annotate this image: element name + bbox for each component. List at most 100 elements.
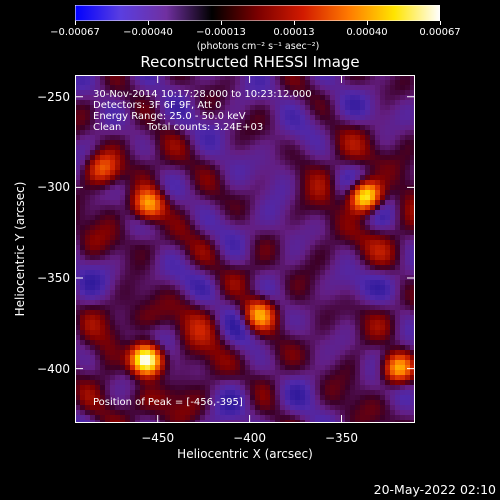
- heatmap-cell: [175, 270, 180, 275]
- heatmap-cell: [320, 260, 325, 265]
- heatmap-cell: [210, 270, 215, 275]
- heatmap-cell: [340, 145, 345, 150]
- heatmap-cell: [295, 195, 300, 200]
- heatmap-cell: [365, 230, 370, 235]
- heatmap-cell: [75, 105, 80, 110]
- heatmap-cell: [215, 80, 220, 85]
- heatmap-cell: [375, 355, 380, 360]
- heatmap-cell: [110, 80, 115, 85]
- heatmap-cell: [200, 160, 205, 165]
- heatmap-cell: [265, 145, 270, 150]
- heatmap-cell: [240, 335, 245, 340]
- heatmap-cell: [145, 305, 150, 310]
- heatmap-cell: [345, 80, 350, 85]
- heatmap-cell: [285, 405, 290, 410]
- heatmap-cell: [315, 190, 320, 195]
- heatmap-cell: [305, 215, 310, 220]
- heatmap-cell: [180, 370, 185, 375]
- heatmap-cell: [330, 250, 335, 255]
- heatmap-cell: [295, 275, 300, 280]
- heatmap-cell: [180, 355, 185, 360]
- heatmap-cell: [100, 265, 105, 270]
- heatmap-cell: [370, 95, 375, 100]
- heatmap-cell: [385, 350, 390, 355]
- heatmap-cell: [285, 270, 290, 275]
- heatmap-cell: [350, 240, 355, 245]
- heatmap-cell: [240, 245, 245, 250]
- heatmap-cell: [180, 365, 185, 370]
- heatmap-cell: [155, 255, 160, 260]
- heatmap-cell: [300, 415, 305, 420]
- heatmap-cell: [220, 190, 225, 195]
- heatmap-cell: [410, 155, 415, 160]
- heatmap-cell: [350, 185, 355, 190]
- heatmap-cell: [115, 335, 120, 340]
- heatmap-cell: [155, 295, 160, 300]
- heatmap-cell: [155, 120, 160, 125]
- heatmap-cell: [75, 85, 80, 90]
- heatmap-cell: [230, 360, 235, 365]
- heatmap-cell: [270, 155, 275, 160]
- heatmap-cell: [200, 210, 205, 215]
- heatmap-cell: [110, 275, 115, 280]
- heatmap-cell: [100, 375, 105, 380]
- heatmap-cell: [175, 85, 180, 90]
- heatmap-cell: [160, 375, 165, 380]
- heatmap-cell: [225, 210, 230, 215]
- heatmap-cell: [205, 300, 210, 305]
- heatmap-cell: [230, 410, 235, 415]
- heatmap-cell: [360, 375, 365, 380]
- heatmap-cell: [245, 120, 250, 125]
- heatmap-cell: [335, 220, 340, 225]
- heatmap-cell: [395, 380, 400, 385]
- heatmap-cell: [135, 265, 140, 270]
- heatmap-cell: [225, 205, 230, 210]
- heatmap-cell: [160, 145, 165, 150]
- heatmap-cell: [135, 150, 140, 155]
- heatmap-cell: [330, 75, 335, 80]
- heatmap-cell: [135, 235, 140, 240]
- heatmap-cell: [115, 155, 120, 160]
- heatmap-cell: [165, 310, 170, 315]
- heatmap-cell: [390, 190, 395, 195]
- heatmap-cell: [210, 355, 215, 360]
- heatmap-cell: [230, 255, 235, 260]
- heatmap-cell: [340, 240, 345, 245]
- heatmap-cell: [195, 380, 200, 385]
- heatmap-cell: [290, 80, 295, 85]
- heatmap-cell: [90, 120, 95, 125]
- heatmap-cell: [110, 370, 115, 375]
- heatmap-cell: [220, 240, 225, 245]
- heatmap-cell: [410, 230, 415, 235]
- heatmap-cell: [150, 355, 155, 360]
- heatmap-cell: [230, 290, 235, 295]
- heatmap-cell: [170, 385, 175, 390]
- heatmap-cell: [215, 150, 220, 155]
- heatmap-cell: [360, 340, 365, 345]
- heatmap-cell: [140, 165, 145, 170]
- heatmap-cell: [410, 95, 415, 100]
- heatmap-cell: [315, 235, 320, 240]
- heatmap-cell: [370, 210, 375, 215]
- heatmap-cell: [95, 160, 100, 165]
- heatmap-cell: [305, 295, 310, 300]
- heatmap-cell: [290, 190, 295, 195]
- heatmap-cell: [110, 260, 115, 265]
- heatmap-cell: [340, 280, 345, 285]
- heatmap-cell: [345, 200, 350, 205]
- heatmap-cell: [225, 385, 230, 390]
- heatmap-cell: [285, 395, 290, 400]
- heatmap-cell: [255, 335, 260, 340]
- heatmap-cell: [320, 125, 325, 130]
- heatmap-cell: [315, 275, 320, 280]
- heatmap-cell: [220, 75, 225, 80]
- heatmap-cell: [270, 405, 275, 410]
- heatmap-cell: [405, 335, 410, 340]
- heatmap-cell: [280, 295, 285, 300]
- heatmap-cell: [120, 160, 125, 165]
- heatmap-cell: [370, 125, 375, 130]
- heatmap-cell: [315, 305, 320, 310]
- heatmap-cell: [105, 265, 110, 270]
- heatmap-cell: [255, 90, 260, 95]
- heatmap-cell: [115, 255, 120, 260]
